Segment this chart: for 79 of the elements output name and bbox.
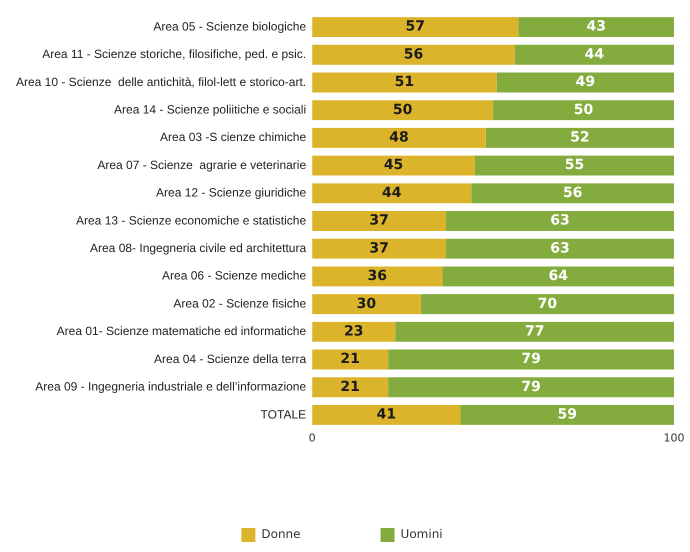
data-label: 55: [564, 157, 584, 174]
data-label: 23: [344, 323, 364, 340]
y-tick-label: Area 14 - Scienze poliitiche e sociali: [114, 102, 306, 116]
y-tick-label: Area 08- Ingegneria civile ed architettura: [90, 241, 306, 256]
data-label: 50: [392, 102, 413, 118]
bar: [312, 17, 518, 38]
bar: [486, 128, 674, 148]
y-tick-label: Area 11 - Scienze storiche, filosifiche, ped. e psic.: [42, 47, 306, 62]
data-label: 57: [406, 18, 426, 35]
data-label: 50: [574, 102, 594, 118]
data-label: 41: [376, 406, 396, 423]
bar: [471, 183, 674, 204]
y-tick-label: Area 02 - Scienze fisiche: [173, 296, 306, 310]
x-tick-label: 0: [308, 431, 316, 444]
data-label: 49: [576, 74, 596, 90]
y-tick-label: Area 10 - Scienze delle antichità, filol-lett e storico-art.: [16, 74, 306, 89]
bar: [312, 72, 497, 92]
data-label: 56: [562, 184, 582, 201]
data-label: 64: [548, 268, 568, 284]
legend-label: Donne: [261, 527, 301, 542]
bar: [312, 156, 475, 176]
bar: [312, 128, 486, 148]
bar: [312, 322, 396, 342]
data-label: 44: [584, 46, 604, 62]
y-tick-label: Area 12 - Scienze giuridiche: [156, 186, 306, 200]
data-label: 37: [369, 240, 389, 256]
data-label: 48: [389, 130, 409, 146]
bar: [312, 350, 388, 370]
y-tick-label: Area 03 -S cienze chimiche: [160, 130, 306, 144]
bar: [518, 17, 674, 38]
bar: [312, 266, 442, 286]
data-label: 56: [404, 46, 424, 62]
data-label: 43: [586, 18, 606, 35]
bar: [388, 377, 674, 398]
bar: [493, 100, 674, 120]
bar: [312, 183, 472, 204]
bar: [312, 377, 388, 398]
data-label: 36: [368, 268, 388, 284]
x-tick-label: 100: [664, 431, 684, 444]
data-label: 79: [521, 378, 541, 395]
y-tick-label: Area 04 - Scienze della terra: [154, 352, 306, 366]
y-tick-label: Area 13 - Scienze economiche e statistiche: [76, 213, 306, 228]
bar: [514, 44, 674, 65]
bar: [446, 211, 674, 231]
bar: [312, 44, 515, 65]
y-tick-label: Area 01- Scienze matematiche ed informatiche: [56, 324, 306, 338]
y-tick-label: Area 05 - Scienze biologiche: [153, 19, 306, 34]
bar: [442, 266, 674, 286]
bar: [312, 238, 446, 259]
data-label: 59: [558, 406, 577, 423]
bar: [446, 238, 674, 259]
legend-label: Uomini: [400, 527, 443, 542]
bar: [388, 350, 674, 370]
bar: [496, 72, 674, 92]
bar: [312, 100, 494, 120]
data-label: 79: [521, 351, 541, 368]
data-label: 63: [550, 212, 570, 229]
bar: [460, 404, 674, 425]
y-tick-label: Area 09 - Ingegneria industriale e dell’informazione: [35, 380, 306, 394]
data-label: 21: [340, 378, 360, 395]
data-label: 77: [524, 323, 544, 340]
data-label: 45: [384, 157, 404, 174]
y-tick-label: Area 07 - Scienze agrarie e veterinarie: [97, 158, 306, 172]
y-tick-label: TOTALE: [260, 407, 306, 422]
data-label: 52: [570, 130, 590, 146]
bar: [312, 294, 421, 314]
bar: [312, 404, 460, 425]
bar: [420, 294, 674, 314]
data-label: 21: [340, 351, 360, 368]
data-label: 70: [538, 296, 558, 312]
y-tick-label: Area 06 - Scienze mediche: [162, 268, 306, 283]
bar: [395, 322, 674, 342]
data-label: 30: [356, 296, 376, 312]
data-label: 44: [382, 184, 402, 201]
data-label: 63: [550, 240, 570, 256]
data-label: 51: [394, 74, 414, 90]
bar: [312, 211, 446, 231]
bar: [474, 156, 674, 176]
data-label: 37: [369, 212, 389, 229]
